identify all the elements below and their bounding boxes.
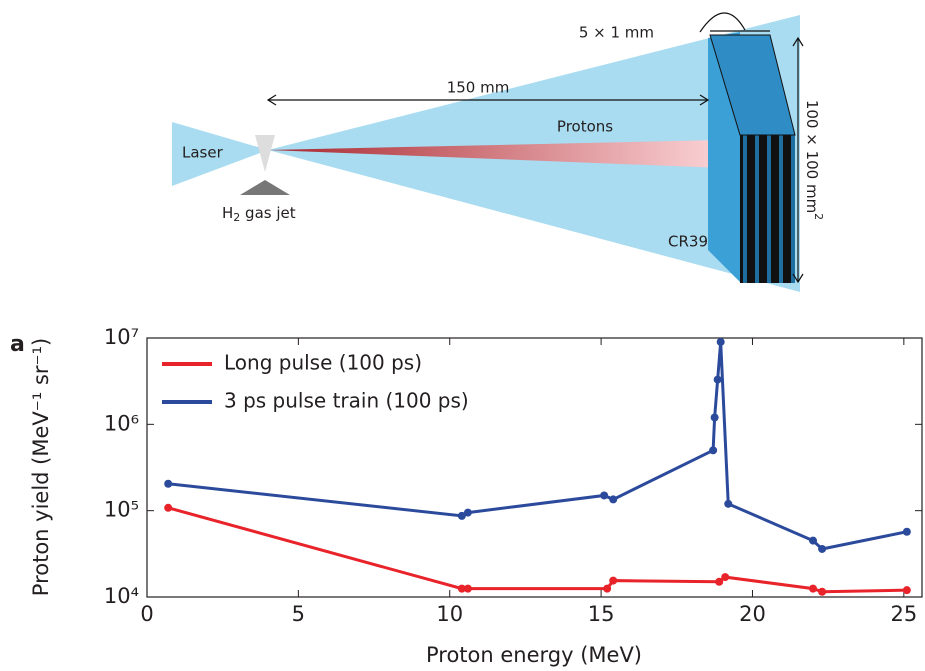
setup-diagram: 5 × 1 mm 150 mm Protons Laser H2 gas jet… (172, 12, 826, 292)
data-point (724, 499, 733, 508)
data-point (463, 508, 472, 517)
legend-label: Long pulse (100 ps) (224, 351, 422, 375)
data-point (721, 573, 730, 582)
x-tick-label: 5 (292, 602, 305, 626)
data-point (809, 584, 818, 593)
laser-label: Laser (182, 144, 224, 162)
gas-jet-label: H2 gas jet (222, 204, 296, 225)
series-line (167, 506, 907, 594)
data-point (609, 576, 618, 585)
data-point (809, 536, 818, 545)
gas-jet-sub: 2 (233, 211, 240, 224)
protons-label: Protons (557, 118, 613, 136)
size-label: 100 × 100 mm2 (804, 100, 826, 220)
y-axis-label: Proton yield (MeV⁻¹ sr⁻¹) (29, 338, 53, 596)
data-point (164, 479, 173, 488)
y-tick-label: 10⁶ (104, 411, 139, 435)
legend-label: 3 ps pulse train (100 ps) (224, 389, 469, 413)
data-point (716, 337, 725, 346)
data-point (818, 587, 827, 596)
data-point (609, 495, 618, 504)
plate-label: 5 × 1 mm (579, 24, 654, 42)
x-axis-label: Proton energy (MeV) (426, 643, 642, 667)
x-tick-label: 10 (436, 602, 463, 626)
data-point (902, 527, 911, 536)
panel-label: a (10, 332, 25, 357)
data-point (603, 584, 612, 593)
data-point (715, 577, 724, 586)
y-tick-label: 10⁷ (104, 325, 139, 349)
data-point (818, 544, 827, 553)
detector-label: CR39 (668, 233, 708, 251)
data-point (710, 413, 719, 422)
distance-label: 150 mm (447, 79, 510, 97)
cr39-stack (708, 32, 796, 283)
data-point (902, 586, 911, 595)
laser-beam (172, 122, 268, 186)
x-tick-label: 20 (739, 602, 766, 626)
x-tick-label: 0 (140, 602, 153, 626)
gas-jet-rest: gas jet (240, 204, 295, 222)
nozzle (240, 180, 290, 195)
size-main: 100 × 100 mm (804, 100, 822, 213)
data-point (463, 584, 472, 593)
plot-frame (146, 337, 923, 598)
x-tick-label: 25 (890, 602, 917, 626)
data-point (600, 491, 609, 500)
y-tick-label: 10⁴ (104, 584, 139, 608)
gas (255, 135, 275, 172)
size-sup: 2 (812, 213, 825, 220)
data-point (713, 375, 722, 384)
data-point (164, 503, 173, 512)
data-point (457, 584, 466, 593)
x-tick-label: 15 (588, 602, 615, 626)
proton-beam (268, 140, 722, 168)
data-point (457, 511, 466, 520)
y-tick-label: 10⁵ (104, 498, 139, 522)
gas-jet-main: H (222, 204, 233, 222)
data-point (709, 446, 718, 455)
